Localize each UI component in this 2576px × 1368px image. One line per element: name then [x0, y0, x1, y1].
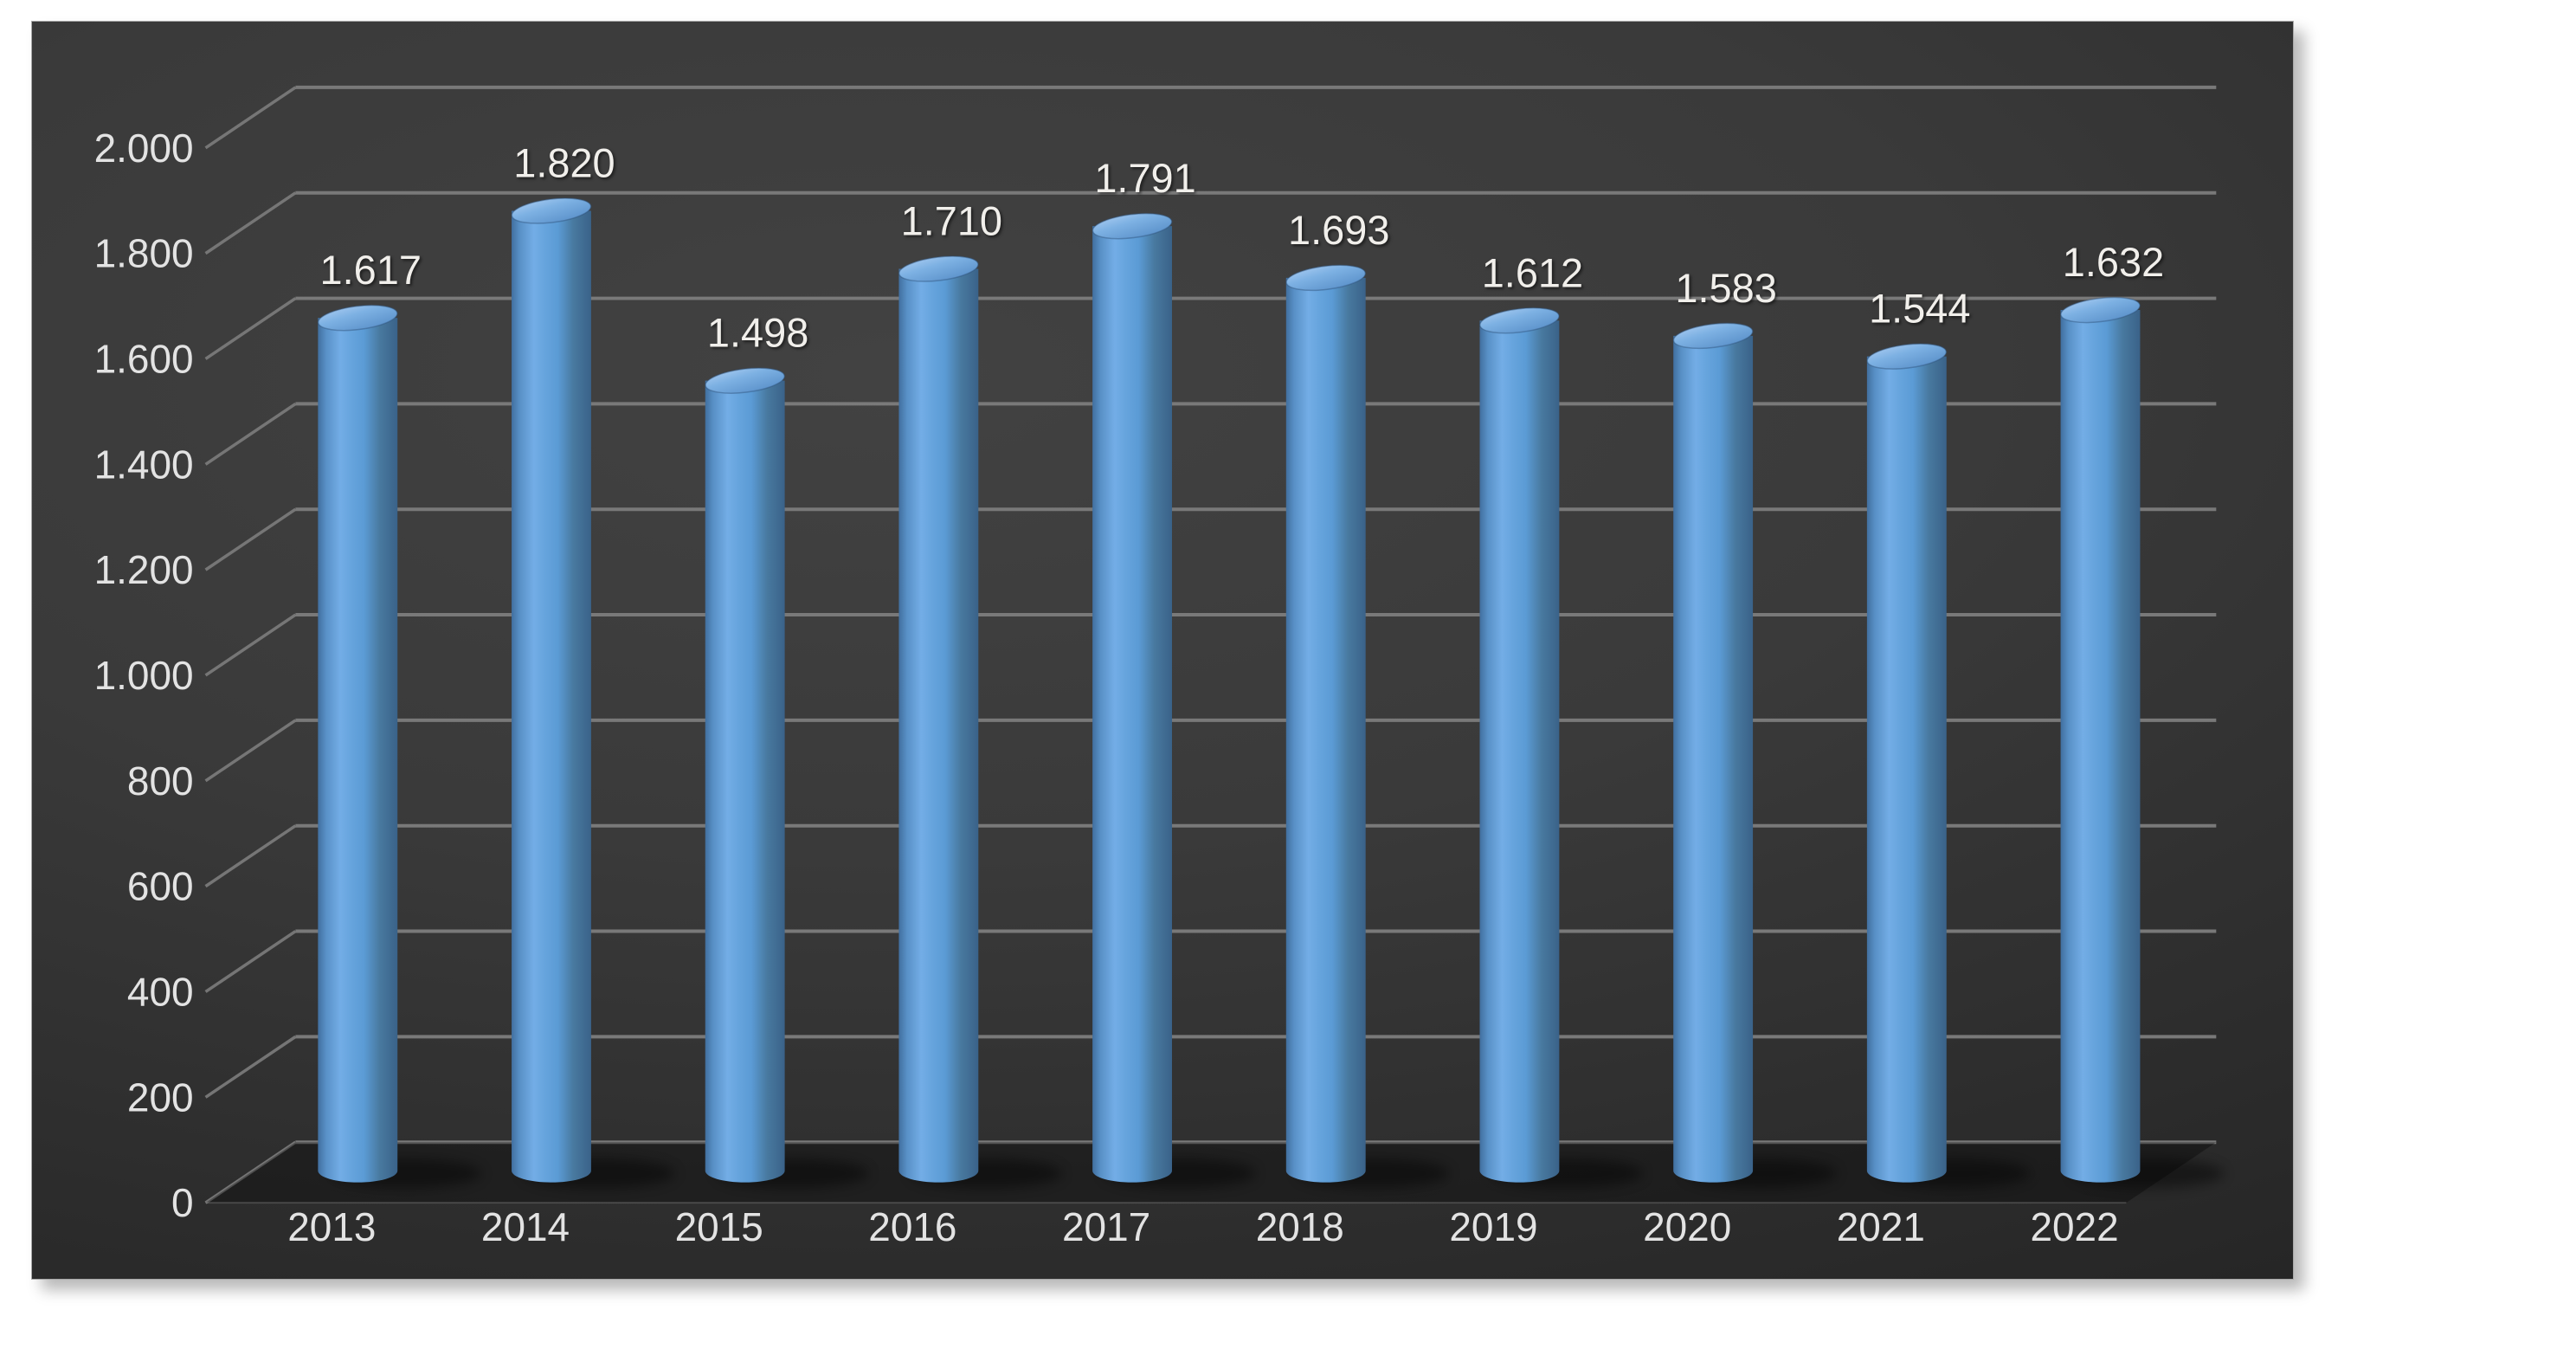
cylinder-top-cap-2021 [1866, 343, 1948, 370]
y-tick-label-200: 200 [127, 1074, 194, 1120]
value-label-2014: 1.820 [513, 141, 615, 186]
gridline-depth-tick-800 [204, 719, 297, 783]
x-tick-label-2014: 2014 [481, 1204, 570, 1249]
cylinder-top-cap-2018 [1285, 264, 1367, 292]
cylinder-bar-2014 [512, 210, 591, 1183]
value-label-2020: 1.583 [1675, 266, 1776, 311]
cylinder-bar-2013 [318, 318, 398, 1183]
gridline-depth-tick-1400 [204, 402, 297, 466]
cylinder-bar-2019 [1479, 320, 1560, 1183]
gridline-depth-tick-1800 [204, 191, 297, 255]
value-label-2018: 1.693 [1288, 208, 1389, 253]
cylinder-bar-2016 [898, 268, 979, 1183]
gridline-depth-tick-200 [204, 1035, 297, 1099]
y-tick-label-1800: 1.800 [94, 231, 194, 276]
x-tick-label-2019: 2019 [1449, 1204, 1537, 1249]
x-tick-label-2015: 2015 [675, 1204, 763, 1249]
value-label-2015: 1.498 [707, 311, 808, 356]
y-tick-label-1400: 1.400 [94, 442, 194, 487]
cylinder-bar-2015 [705, 380, 785, 1183]
y-tick-label-1600: 1.600 [94, 336, 194, 381]
x-tick-label-2017: 2017 [1062, 1204, 1150, 1249]
cylinder-top-cap-2013 [317, 304, 398, 332]
cylinder-bar-2020 [1673, 335, 1754, 1183]
x-tick-label-2013: 2013 [287, 1204, 376, 1249]
value-label-2016: 1.710 [901, 199, 1002, 244]
gridline-depth-tick-0 [204, 1140, 297, 1204]
cylinder-top-cap-2015 [705, 367, 786, 394]
gridline-depth-tick-1000 [204, 613, 297, 677]
cylinder-top-cap-2017 [1092, 212, 1173, 240]
cylinder-top-cap-2022 [2060, 296, 2141, 324]
plot-area: 2.000 1.800 1.600 1.400 1.200 1.000 800 600 400 2… [94, 85, 2225, 1249]
cylinder-top-cap-2020 [1672, 322, 1754, 350]
cylinder-bar-2021 [1866, 356, 1947, 1183]
cylinder-bar-2018 [1285, 277, 1366, 1183]
x-tick-label-2016: 2016 [868, 1204, 956, 1249]
x-tick-label-2022: 2022 [2030, 1204, 2118, 1249]
x-tick-label-2020: 2020 [1643, 1204, 1731, 1249]
value-label-2021: 1.544 [1869, 287, 1970, 332]
gridline-depth-tick-1600 [204, 297, 297, 360]
gridline-depth-tick-400 [204, 930, 297, 993]
cylinder-bar-2017 [1092, 226, 1172, 1183]
y-tick-label-1000: 1.000 [94, 653, 194, 698]
cylinder-top-cap-2019 [1479, 307, 1560, 334]
y-tick-label-1200: 1.200 [94, 547, 194, 592]
cylinder-top-cap-2016 [898, 255, 979, 282]
x-tick-label-2021: 2021 [1837, 1204, 1925, 1249]
y-tick-label-2000: 2.000 [94, 126, 194, 171]
cylinder-bar-chart: 2.000 1.800 1.600 1.400 1.200 1.000 800 600 400 2… [94, 85, 2225, 1249]
y-tick-label-600: 600 [127, 864, 194, 909]
chart-panel: 2.000 1.800 1.600 1.400 1.200 1.000 800 600 400 2… [31, 21, 2294, 1280]
gridline-depth-tick-1200 [204, 507, 297, 571]
y-tick-label-0: 0 [171, 1180, 194, 1225]
value-label-2022: 1.632 [2063, 240, 2164, 285]
y-tick-label-800: 800 [127, 758, 194, 803]
cylinder-top-cap-2014 [511, 197, 592, 224]
gridline-depth-tick-600 [204, 824, 297, 888]
x-tick-label-2018: 2018 [1256, 1204, 1344, 1249]
value-label-2017: 1.791 [1094, 156, 1195, 201]
value-label-2019: 1.612 [1482, 250, 1583, 295]
y-tick-label-400: 400 [127, 969, 194, 1014]
cylinder-bar-2022 [2060, 310, 2141, 1183]
gridline-depth-tick-2000 [204, 86, 297, 150]
value-label-2013: 1.617 [320, 248, 422, 293]
